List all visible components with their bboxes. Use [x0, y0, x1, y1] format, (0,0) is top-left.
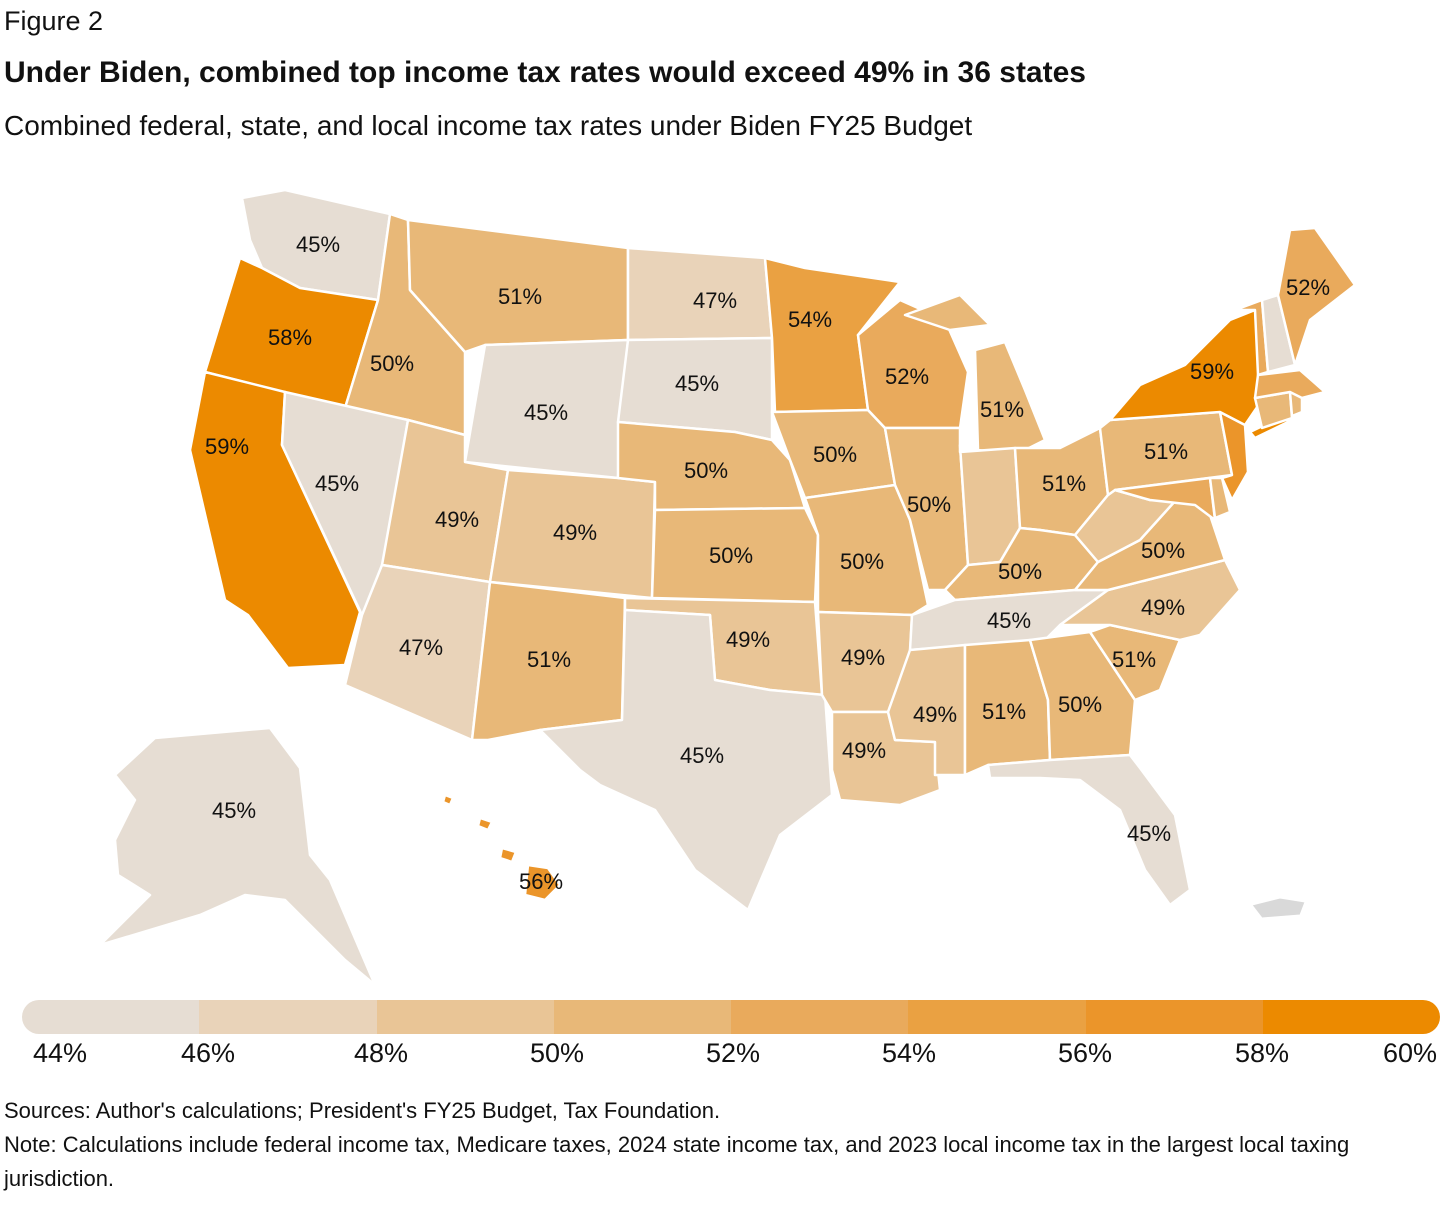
legend-swatch — [553, 1000, 731, 1034]
state-ks[interactable] — [650, 506, 820, 604]
state-az[interactable] — [343, 563, 492, 742]
state-vt[interactable] — [1233, 298, 1270, 377]
label-ia: 50% — [813, 442, 857, 467]
state-wi[interactable] — [856, 298, 970, 430]
legend-tick-label: 52% — [705, 1038, 761, 1068]
label-ny: 59% — [1190, 359, 1234, 384]
state-md[interactable] — [1113, 476, 1217, 522]
figure-label: Figure 2 — [4, 6, 104, 36]
label-me: 52% — [1286, 275, 1330, 300]
label-ga: 50% — [1058, 692, 1102, 717]
state-de[interactable] — [1208, 476, 1232, 520]
legend-swatch — [1262, 1000, 1440, 1034]
label-la: 49% — [842, 738, 886, 763]
sources-text: Sources: Author's calculations; Presiden… — [4, 1098, 721, 1123]
label-ca: 59% — [205, 434, 249, 459]
label-hi: 56% — [519, 869, 563, 894]
legend-swatch — [376, 1000, 554, 1034]
legend-tick-label: 54% — [881, 1038, 937, 1068]
label-mn: 54% — [788, 307, 832, 332]
label-nm: 51% — [527, 647, 571, 672]
label-ak: 45% — [212, 798, 256, 823]
legend-tick-label: 50% — [529, 1038, 585, 1068]
label-id: 50% — [370, 351, 414, 376]
label-al: 51% — [982, 699, 1026, 724]
state-hi[interactable] — [441, 793, 562, 902]
label-az: 47% — [399, 635, 443, 660]
state-me[interactable] — [1276, 226, 1357, 367]
label-pa: 51% — [1144, 439, 1188, 464]
label-il: 50% — [907, 492, 951, 517]
state-ma[interactable] — [1253, 368, 1327, 400]
legend-tick-label: 44% — [32, 1038, 88, 1068]
label-ne: 50% — [684, 458, 728, 483]
label-oh: 51% — [1042, 471, 1086, 496]
label-fl: 45% — [1127, 821, 1171, 846]
footnotes: Sources: Author's calculations; Presiden… — [4, 1094, 1444, 1196]
label-ar: 49% — [841, 645, 885, 670]
label-nv: 45% — [315, 471, 359, 496]
state-tx[interactable] — [538, 608, 834, 912]
label-nd: 47% — [693, 288, 737, 313]
us-map: 45% 58% 59% 50% 45% 51% 45% 49% 47% 49% … — [98, 188, 1357, 987]
label-tx: 45% — [680, 743, 724, 768]
label-ok: 49% — [726, 627, 770, 652]
label-mt: 51% — [498, 284, 542, 309]
note-text: Note: Calculations include federal incom… — [4, 1132, 1350, 1191]
label-va: 50% — [1141, 538, 1185, 563]
label-tn: 45% — [987, 608, 1031, 633]
label-co: 49% — [553, 520, 597, 545]
label-wi: 52% — [885, 364, 929, 389]
label-mo: 50% — [840, 549, 884, 574]
label-wa: 45% — [296, 232, 340, 257]
state-fl[interactable] — [986, 753, 1192, 907]
label-wy: 45% — [524, 400, 568, 425]
state-ak[interactable] — [98, 726, 377, 987]
legend-tick-label: 58% — [1234, 1038, 1290, 1068]
legend-swatch — [908, 1000, 1086, 1034]
label-ms: 49% — [913, 702, 957, 727]
label-sd: 45% — [675, 371, 719, 396]
label-ks: 50% — [709, 543, 753, 568]
color-scale-legend — [22, 1000, 1440, 1034]
label-ky: 50% — [998, 559, 1042, 584]
legend-tick-label: 60% — [1382, 1038, 1438, 1068]
puerto-rico — [1251, 897, 1306, 919]
label-mi: 51% — [980, 397, 1024, 422]
chart-subtitle: Combined federal, state, and local incom… — [4, 110, 973, 141]
legend-swatch — [731, 1000, 909, 1034]
legend-ticks: 44% 46% 48% 50% 52% 54% 56% 58% 60% — [0, 1038, 1456, 1078]
legend-swatch — [199, 1000, 377, 1034]
legend-tick-label: 56% — [1057, 1038, 1113, 1068]
label-sc: 51% — [1112, 647, 1156, 672]
chart-title: Under Biden, combined top income tax rat… — [4, 56, 1086, 89]
legend-tick-label: 48% — [353, 1038, 409, 1068]
label-ut: 49% — [435, 507, 479, 532]
legend-tick-label: 46% — [180, 1038, 236, 1068]
label-or: 58% — [268, 325, 312, 350]
label-nc: 49% — [1141, 595, 1185, 620]
legend-swatch — [1085, 1000, 1263, 1034]
legend-swatch — [22, 1000, 200, 1034]
